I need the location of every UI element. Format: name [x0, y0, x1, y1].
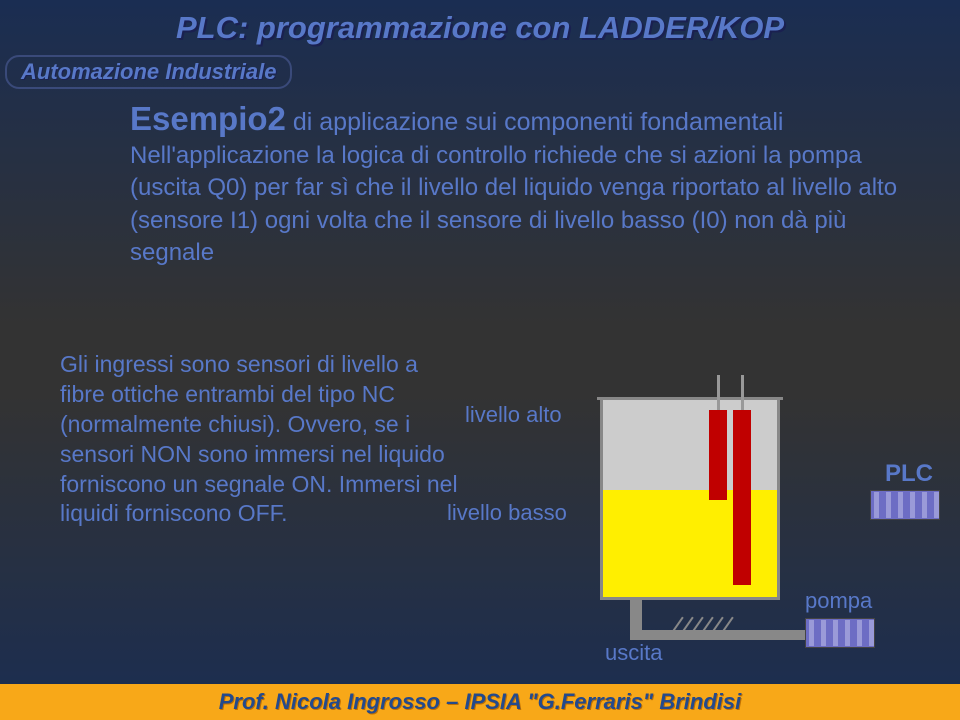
- tank-diagram: livello alto livello basso uscita pompa …: [475, 360, 935, 660]
- label-livello-alto: livello alto: [465, 402, 562, 428]
- plc-slots: [874, 492, 939, 518]
- label-livello-basso: livello basso: [447, 500, 567, 526]
- sensor-low: [733, 410, 751, 585]
- example-heading: Esempio2 di applicazione sui componenti …: [130, 100, 940, 138]
- sensor-description: Gli ingressi sono sensori di livello a f…: [60, 350, 460, 529]
- footer-bar: Prof. Nicola Ingrosso – IPSIA "G.Ferrari…: [0, 684, 960, 720]
- subtitle-box: Automazione Industriale: [5, 55, 292, 89]
- sensor-wire-low: [741, 375, 744, 410]
- page-title: PLC: programmazione con LADDER/KOP: [0, 10, 960, 46]
- label-uscita: uscita: [605, 640, 662, 666]
- footer-text: Prof. Nicola Ingrosso – IPSIA "G.Ferrari…: [219, 689, 742, 715]
- example-subtitle: di applicazione sui componenti fondament…: [286, 108, 784, 136]
- pump-slots: [809, 620, 874, 646]
- sensor-wire-high: [717, 375, 720, 410]
- example-label: Esempio2: [130, 100, 286, 137]
- pipe-hatch-icon: [675, 615, 740, 637]
- sensor-high: [709, 410, 727, 500]
- label-pompa: pompa: [805, 588, 872, 614]
- description-paragraph: Nell'applicazione la logica di controllo…: [130, 140, 935, 270]
- label-plc: PLC: [885, 460, 933, 488]
